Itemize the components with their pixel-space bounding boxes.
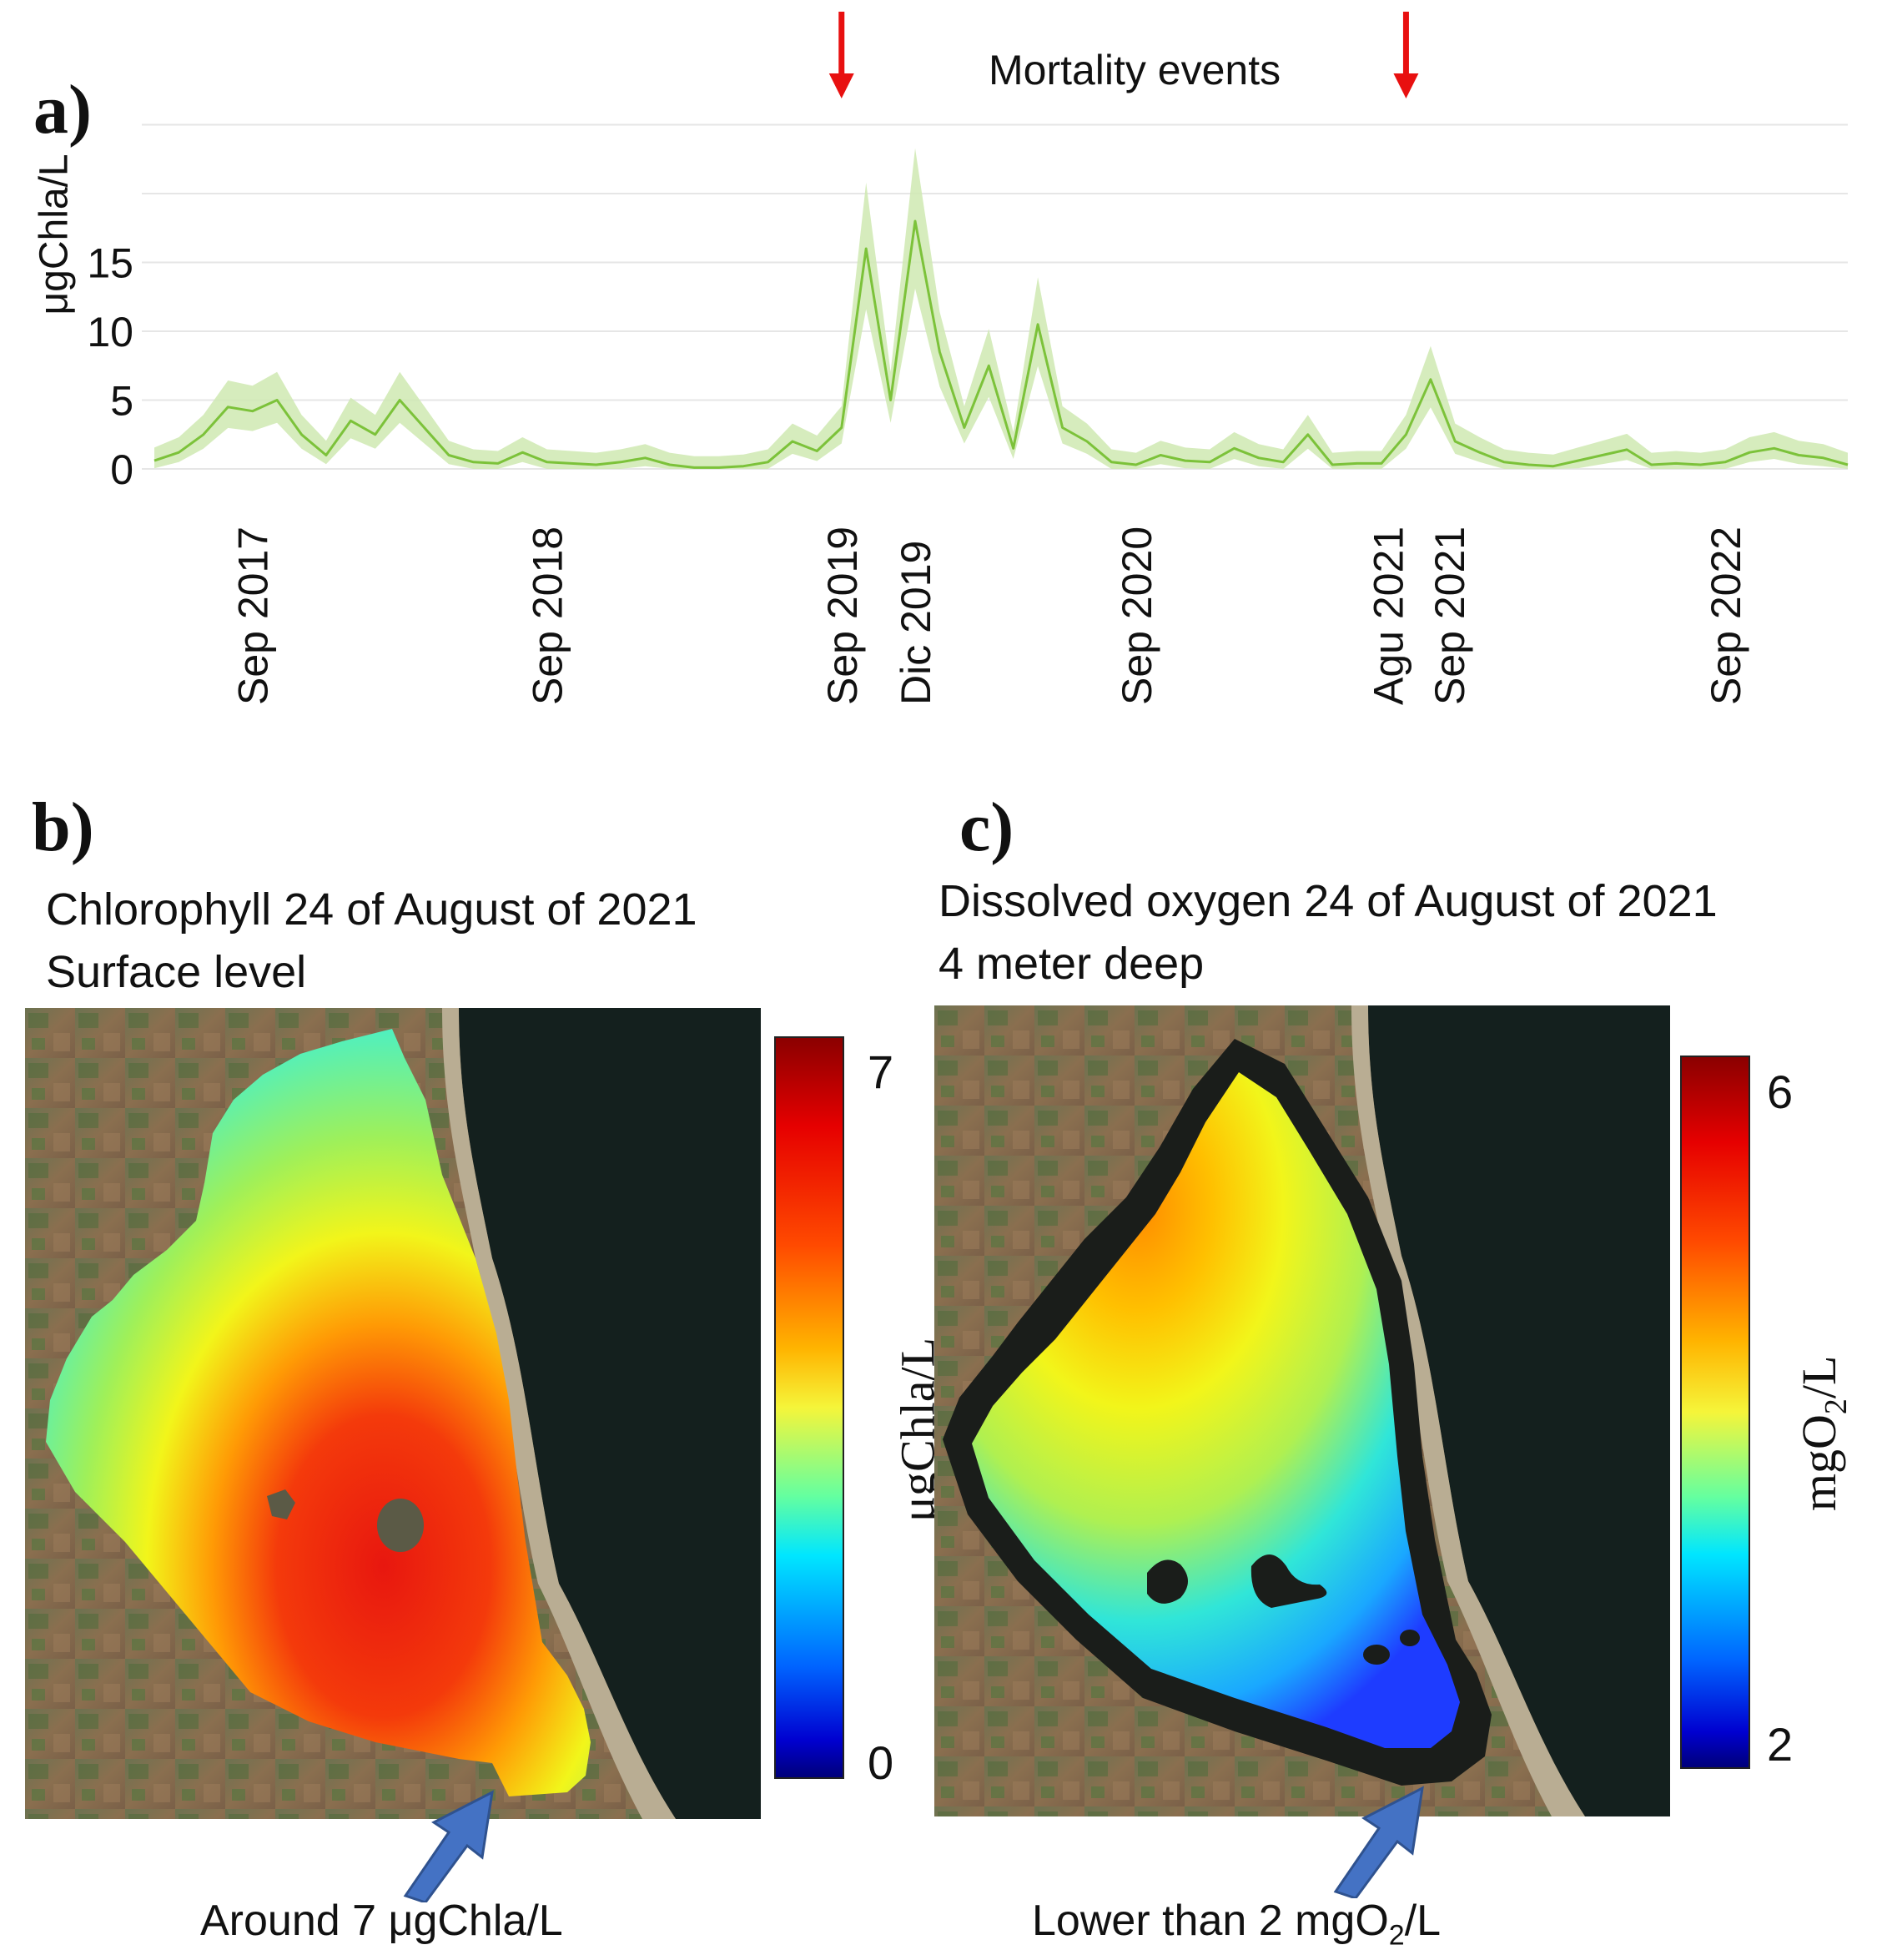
oxygen-note: Lower than 2 mgO2/L xyxy=(1032,1896,1441,1952)
panel-b-title-line2: Surface level xyxy=(46,947,307,997)
oxygen-pointer-arrow xyxy=(1333,1786,1424,1898)
chlorophyll-map xyxy=(25,1008,761,1819)
panel-b-title-line1: Chlorophyll 24 of August of 2021 xyxy=(46,884,697,935)
x-tick-label: Sep 2021 xyxy=(1427,527,1473,705)
series-line xyxy=(153,219,1849,469)
panel-c-letter: c) xyxy=(959,789,1014,866)
x-tick-label: Sep 2018 xyxy=(525,527,571,705)
chart-x-ticks: Sep 2017 Sep 2018 Sep 2019 Dic 2019 Sep 2020… xyxy=(230,527,1749,705)
x-tick-label: Sep 2017 xyxy=(230,527,277,705)
mortality-event-arrow xyxy=(828,12,854,98)
mortality-events-annotation: Mortality events xyxy=(989,47,1281,93)
chart-y-ticks: 0 5 10 15 xyxy=(87,240,133,494)
oxygen-colorbar-min: 2 xyxy=(1767,1718,1794,1771)
oxygen-note-suffix: /L xyxy=(1404,1897,1442,1945)
chlorophyll-pointer-arrow xyxy=(403,1790,494,1902)
x-tick-label: Sep 2022 xyxy=(1703,527,1749,705)
oxygen-colorbar-label-suffix: /L xyxy=(1792,1355,1847,1399)
y-tick-label: 10 xyxy=(87,309,133,355)
chlorophyll-note: Around 7 μgChla/L xyxy=(200,1897,563,1945)
panel-a-letter: a) xyxy=(33,71,92,149)
panel-c-title-line2: 4 meter deep xyxy=(938,939,1205,989)
y-tick-label: 15 xyxy=(87,240,133,287)
oxygen-colorbar-label-sub: 2 xyxy=(1818,1398,1854,1415)
x-tick-label: Sep 2020 xyxy=(1114,527,1160,705)
oxygen-colorbar-label-prefix: mgO xyxy=(1792,1414,1847,1512)
oxygen-colorbar-max: 6 xyxy=(1767,1066,1794,1118)
x-tick-label: Agu 2021 xyxy=(1365,527,1412,705)
oxygen-colorbar-label: mgO2/L xyxy=(1791,1329,1854,1538)
chlorophyll-lagoon-shape xyxy=(46,1029,591,1796)
x-tick-label: Sep 2019 xyxy=(819,527,866,705)
mortality-event-arrow xyxy=(1393,12,1419,98)
x-tick-label: Dic 2019 xyxy=(893,541,939,705)
chlorophyll-colorbar-min: 0 xyxy=(868,1736,894,1789)
series-uncertainty-band xyxy=(154,148,1848,469)
dissolved-oxygen-map xyxy=(934,1005,1670,1816)
panel-b-letter: b) xyxy=(32,789,94,866)
oxygen-note-sub: 2 xyxy=(1388,1919,1405,1952)
chlorophyll-colorbar-max: 7 xyxy=(868,1046,894,1098)
oxygen-lagoon-shape xyxy=(972,1072,1460,1748)
oxygen-note-prefix: Lower than 2 mgO xyxy=(1032,1897,1389,1945)
chart-grid xyxy=(142,123,1848,470)
y-tick-label: 0 xyxy=(110,446,133,493)
y-tick-label: 5 xyxy=(110,378,133,425)
mortality-arrows xyxy=(828,12,1419,98)
panel-c-title-line1: Dissolved oxygen 24 of August of 2021 xyxy=(938,876,1718,926)
oxygen-colorbar xyxy=(1680,1056,1750,1769)
chlorophyll-colorbar xyxy=(774,1036,844,1779)
